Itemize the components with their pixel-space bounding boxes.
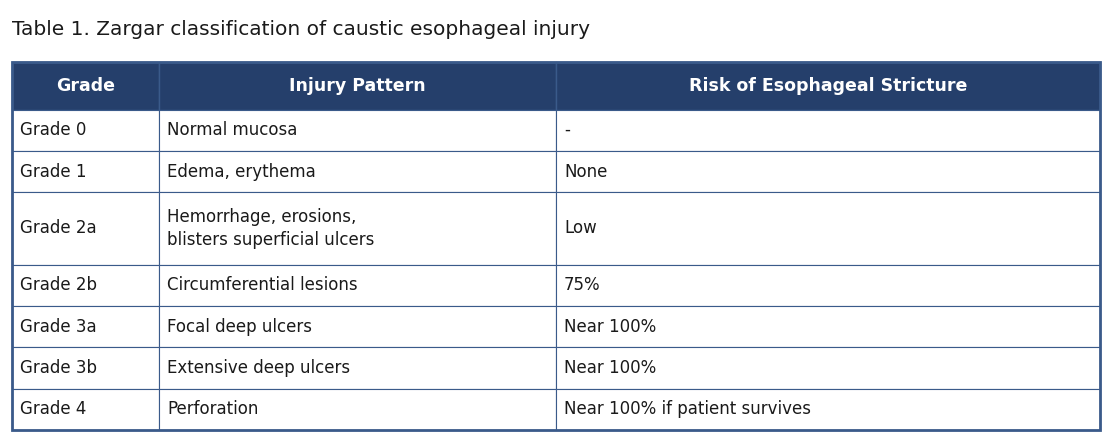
Text: Circumferential lesions: Circumferential lesions [167,276,357,294]
Bar [12,151,159,192]
Text: Grade 2a: Grade 2a [20,219,97,237]
Text: Focal deep ulcers: Focal deep ulcers [167,318,311,336]
Bar [159,265,556,306]
Bar [12,192,159,265]
Text: Extensive deep ulcers: Extensive deep ulcers [167,359,350,377]
Bar [12,62,1100,430]
Bar [556,62,1100,110]
Text: None: None [564,163,607,180]
Text: Low: Low [564,219,597,237]
Bar [556,388,1100,430]
Text: Grade 2b: Grade 2b [20,276,97,294]
Bar [159,151,556,192]
Text: Hemorrhage, erosions,
blisters superficial ulcers: Hemorrhage, erosions, blisters superfici… [167,208,375,249]
Text: Table 1. Zargar classification of caustic esophageal injury: Table 1. Zargar classification of causti… [12,20,590,39]
Text: Injury Pattern: Injury Pattern [289,77,426,95]
Bar [556,192,1100,265]
Text: Grade 0: Grade 0 [20,121,87,139]
Bar [556,265,1100,306]
Bar [12,347,159,388]
Text: Risk of Esophageal Stricture: Risk of Esophageal Stricture [688,77,967,95]
Bar [556,110,1100,151]
Text: Near 100%: Near 100% [564,318,656,336]
Bar [556,347,1100,388]
Bar [12,306,159,347]
Text: Grade 3b: Grade 3b [20,359,97,377]
Bar [159,306,556,347]
Text: Near 100%: Near 100% [564,359,656,377]
Text: Grade 4: Grade 4 [20,400,87,418]
Bar [159,388,556,430]
Text: Near 100% if patient survives: Near 100% if patient survives [564,400,811,418]
Text: -: - [564,121,569,139]
Bar [159,347,556,388]
Text: Grade 3a: Grade 3a [20,318,97,336]
Bar [556,151,1100,192]
Bar [159,62,556,110]
Text: Perforation: Perforation [167,400,258,418]
Text: Grade: Grade [56,77,115,95]
Bar [12,388,159,430]
Text: 75%: 75% [564,276,600,294]
Bar [12,265,159,306]
Text: Normal mucosa: Normal mucosa [167,121,297,139]
Bar [159,110,556,151]
Bar [556,306,1100,347]
Bar [159,192,556,265]
Bar [12,110,159,151]
Text: Grade 1: Grade 1 [20,163,87,180]
Bar [12,62,159,110]
Text: Edema, erythema: Edema, erythema [167,163,316,180]
